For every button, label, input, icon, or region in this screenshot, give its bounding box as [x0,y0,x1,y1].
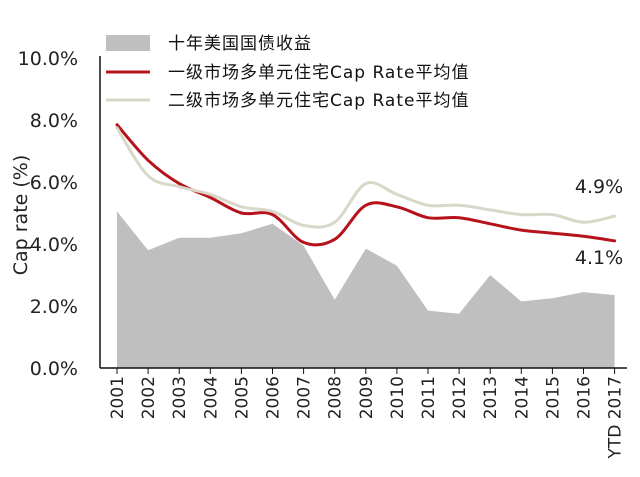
y-tick-label: 4.0% [30,234,78,256]
x-tick-label: 2016 [575,376,595,419]
x-tick-label: 2003 [170,376,190,419]
y-tick-label: 8.0% [30,110,78,132]
plot-area [115,123,617,368]
x-tick-label: 2006 [264,376,284,419]
legend-swatch-treasury-yield [106,35,150,51]
primary-market-cap-rate-line [115,123,617,247]
x-tick-label: 2009 [357,376,377,419]
x-tick-label: 2011 [419,376,439,419]
legend-label: 十年美国国债收益 [168,34,312,54]
y-tick-label: 6.0% [30,172,78,194]
x-tick-label: 2015 [543,376,563,419]
x-tick-label: 2005 [232,376,252,419]
y-tick-label: 2.0% [30,296,78,318]
x-tick-label: 2008 [326,376,346,419]
y-tick-label: 0.0% [30,358,78,380]
secondary-market-end-label: 4.9% [575,176,623,198]
x-tick-label: 2012 [450,376,470,419]
x-tick-label: 2013 [481,376,501,419]
x-tick-label: 2010 [388,376,408,419]
primary-market-end-label: 4.1% [575,247,623,269]
x-tick-label: 2002 [139,376,159,419]
legend-label: 一级市场多单元住宅Cap Rate平均值 [168,63,469,83]
axes: 0.0% 2.0% 4.0% 6.0% 8.0% 10.0% 2001 2002 2003 200… [10,48,627,460]
x-tick-label: 2004 [201,376,221,419]
secondary-market-cap-rate-line [115,126,617,229]
treasury-yield-area [117,211,615,368]
x-tick-label: 2007 [295,376,315,419]
legend-label: 二级市场多单元住宅Cap Rate平均值 [168,91,469,111]
x-tick-label: 2014 [512,376,532,419]
x-tick-label: YTD 2017 [606,376,626,460]
annotations: 4.9% 4.1% [575,176,623,269]
x-tick-label: 2001 [108,376,128,419]
y-axis-title: Cap rate (%) [10,155,32,276]
y-tick-label: 10.0% [18,48,78,70]
